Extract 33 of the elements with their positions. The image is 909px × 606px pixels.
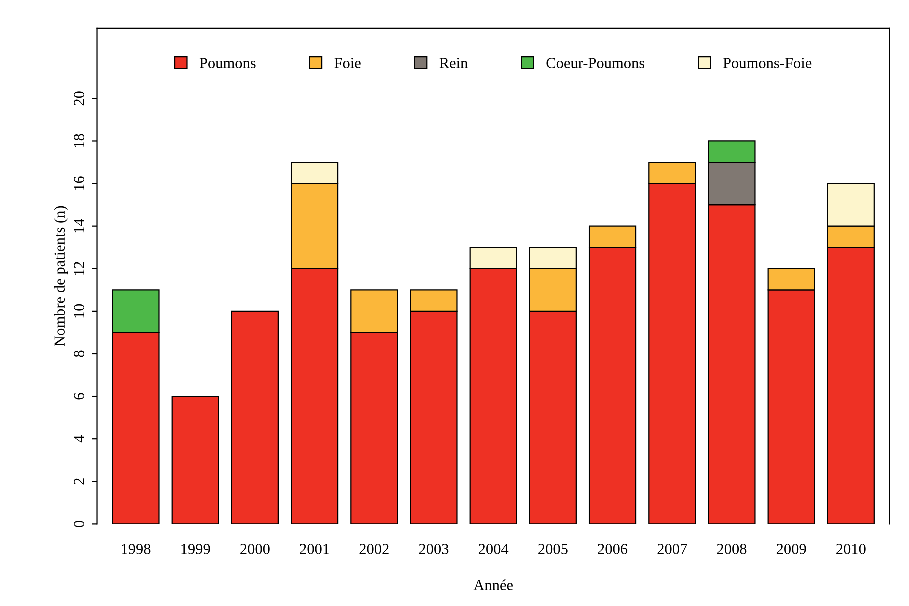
legend-label: Coeur-Poumons [546,58,645,68]
x-axis-title: Année [474,580,513,590]
x-tick-label: 2002 [360,544,389,554]
y-tick-label: 6 [74,393,84,400]
bar [172,396,220,524]
legend-label: Foie [334,58,361,68]
legend-label: Poumons [200,58,256,68]
y-tick-label: 2 [74,478,84,485]
y-tick-label: 14 [74,218,84,233]
x-tick-label: 2003 [419,544,449,554]
x-tick-label: 1999 [182,544,210,554]
x-tick-label: 2006 [598,544,628,554]
y-tick-label: 4 [74,436,84,443]
y-tick-label: 10 [74,304,84,318]
y-axis-title: Nombre de patients (n) [54,206,68,347]
x-tick-label: 2008 [717,544,747,554]
x-tick-label: 2001 [300,544,330,554]
x-tick-label: 2000 [240,544,270,554]
y-tick-label: 8 [74,350,84,358]
legend-label: Rein [440,58,468,68]
x-tick-label: 2009 [776,544,806,554]
x-tick-label: 2005 [538,544,568,554]
bar [231,310,279,524]
y-tick-label: 20 [74,92,84,106]
y-tick-label: 18 [74,134,84,148]
y-tick-label: 0 [74,520,84,528]
x-tick-label: 2004 [478,544,509,554]
y-tick-label: 16 [74,176,84,190]
x-tick-label: 2010 [836,544,866,554]
x-tick-label: 1998 [122,544,151,554]
y-tick-label: 12 [74,262,84,276]
legend-label: Poumons-Foie [723,58,812,68]
x-tick-label: 2007 [658,544,688,554]
